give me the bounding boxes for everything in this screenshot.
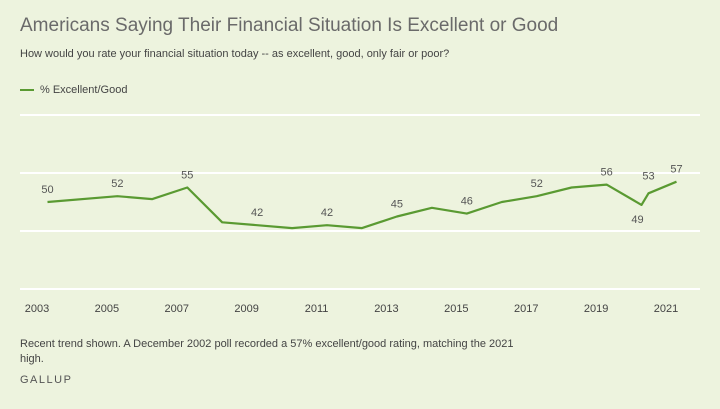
legend-swatch	[20, 89, 34, 91]
x-tick-label: 2007	[165, 303, 189, 315]
data-label: 50	[41, 184, 53, 196]
footnote: Recent trend shown. A December 2002 poll…	[20, 338, 514, 365]
chart-subtitle: How would you rate your financial situat…	[20, 48, 450, 60]
legend-label: % Excellent/Good	[40, 84, 128, 96]
x-tick-label: 2003	[25, 303, 49, 315]
x-tick-label: 2021	[654, 303, 678, 315]
data-label: 57	[670, 164, 682, 176]
x-tick-label: 2015	[444, 303, 468, 315]
data-label: 42	[251, 207, 263, 219]
x-tick-label: 2017	[514, 303, 538, 315]
data-label: 42	[321, 207, 333, 219]
data-label: 52	[111, 178, 123, 190]
legend: % Excellent/Good	[20, 84, 127, 96]
data-label: 46	[461, 196, 473, 208]
data-label: 45	[391, 199, 403, 211]
x-tick-label: 2005	[95, 303, 119, 315]
data-label: 55	[181, 170, 193, 182]
data-label: 49	[631, 214, 643, 226]
x-tick-label: 2011	[305, 303, 329, 315]
chart-title: Americans Saying Their Financial Situati…	[20, 15, 559, 36]
x-tick-label: 2013	[374, 303, 398, 315]
series-line	[47, 180, 677, 230]
x-tick-label: 2019	[584, 303, 608, 315]
data-label: 53	[642, 170, 654, 182]
x-tick-label: 2009	[234, 303, 258, 315]
data-label: 56	[600, 167, 612, 179]
gallup-logo: GALLUP	[20, 374, 73, 386]
data-label: 52	[531, 178, 543, 190]
